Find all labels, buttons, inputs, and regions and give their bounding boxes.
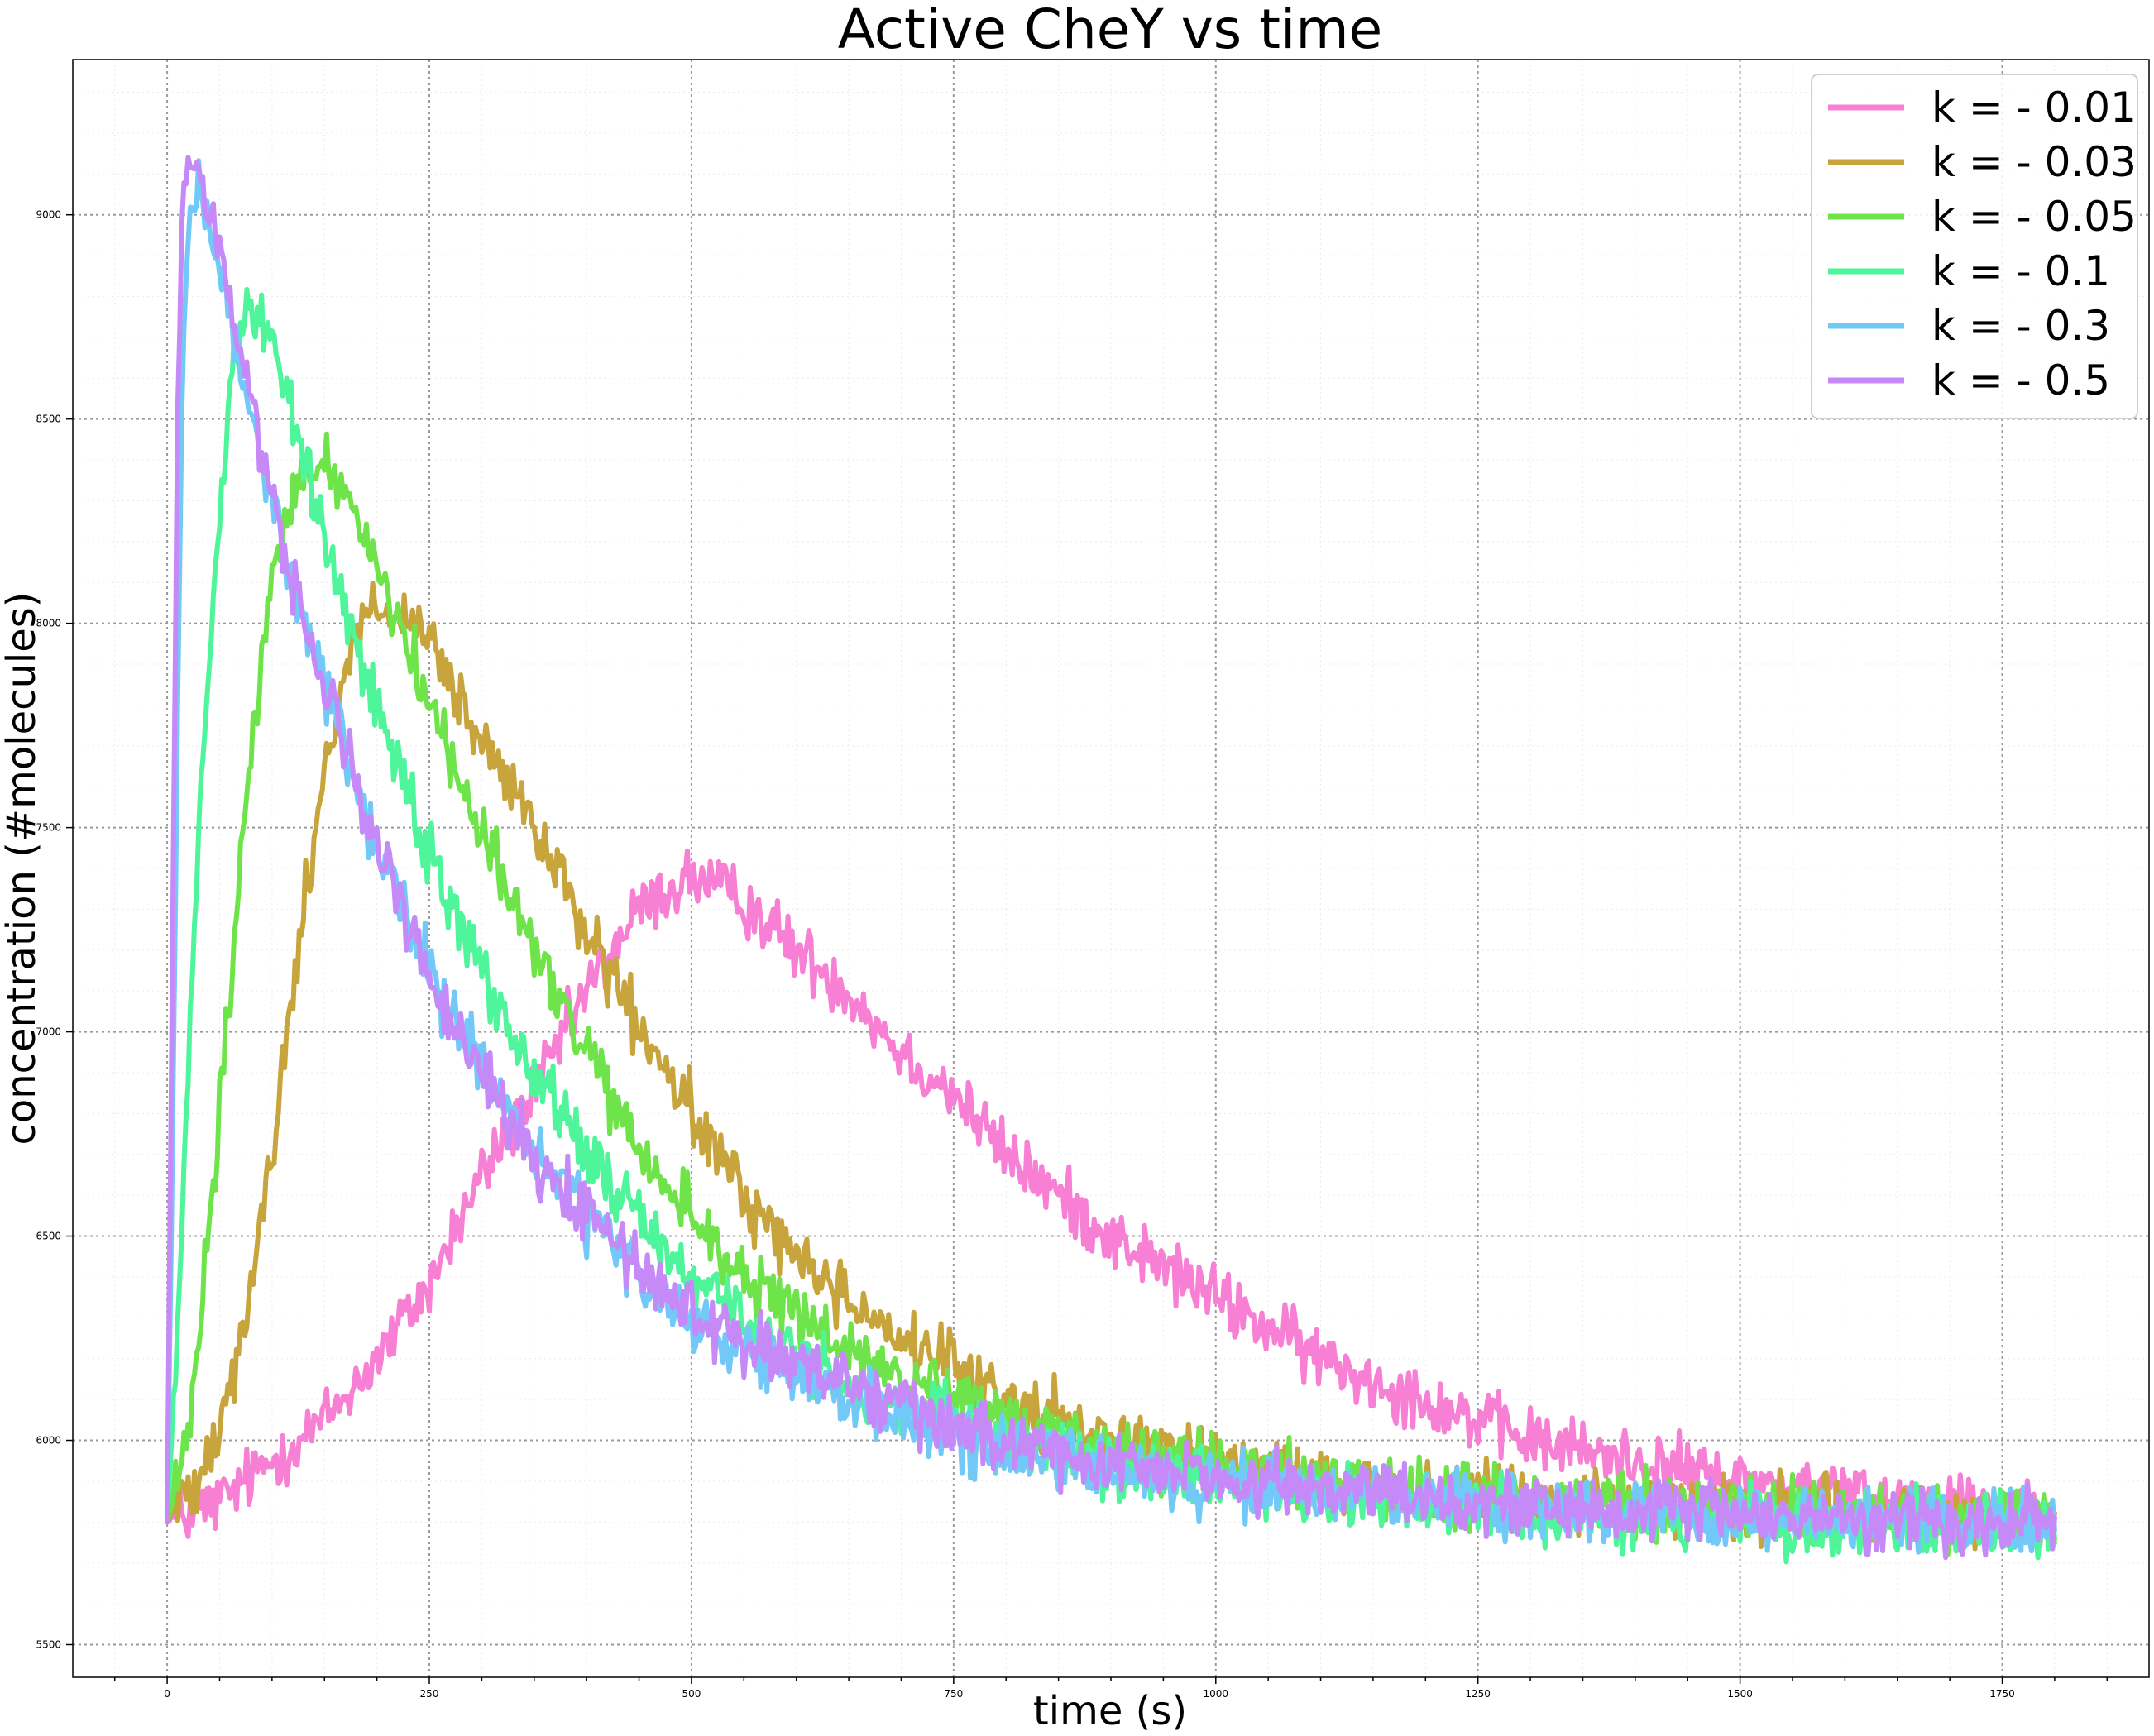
series-line <box>165 431 2057 1557</box>
series-line <box>165 848 2057 1549</box>
x-tick-label: 1250 <box>1465 1688 1491 1700</box>
x-tick-label: 250 <box>420 1688 439 1700</box>
x-tick-label: 1500 <box>1727 1688 1753 1700</box>
x-tick-label: 750 <box>944 1688 963 1700</box>
y-tick-label: 9000 <box>36 209 61 221</box>
series-line <box>165 581 2057 1552</box>
x-axis-label: time (s) <box>1033 1688 1187 1734</box>
y-tick-label: 6000 <box>36 1435 61 1447</box>
chart-title: Active CheY vs time <box>838 0 1383 61</box>
legend-entry: k = - 0.01 <box>1931 84 2137 132</box>
y-tick-label: 6500 <box>36 1231 61 1242</box>
legend-entry: k = - 0.03 <box>1931 138 2137 186</box>
legend-entry: k = - 0.3 <box>1931 302 2110 350</box>
y-axis-label: concentration (#molecules) <box>0 591 45 1145</box>
x-tick-label: 500 <box>682 1688 701 1700</box>
y-tick-label: 8000 <box>36 618 61 629</box>
x-tick-label: 1750 <box>1989 1688 2015 1700</box>
series-line <box>165 158 2057 1555</box>
legend-entry: k = - 0.5 <box>1931 356 2110 404</box>
x-tick-label: 1000 <box>1203 1688 1228 1700</box>
y-tick-label: 8500 <box>36 414 61 425</box>
y-tick-label: 7000 <box>36 1026 61 1038</box>
y-tick-label: 5500 <box>36 1638 61 1650</box>
plot-area <box>165 155 2057 1565</box>
legend-entry: k = - 0.05 <box>1931 193 2137 241</box>
legend-entry: k = - 0.1 <box>1931 247 2110 295</box>
axis-ticks: 0 250 500 750 1000 1250 1500 1750 5500 6000 6500 70… <box>36 209 2109 1700</box>
legend: k = - 0.01 k = - 0.03 k = - 0.05 k = - 0.1 k… <box>1811 74 2138 419</box>
y-tick-label: 7500 <box>36 822 61 834</box>
series-line <box>165 155 2057 1561</box>
x-tick-label: 0 <box>164 1688 170 1700</box>
